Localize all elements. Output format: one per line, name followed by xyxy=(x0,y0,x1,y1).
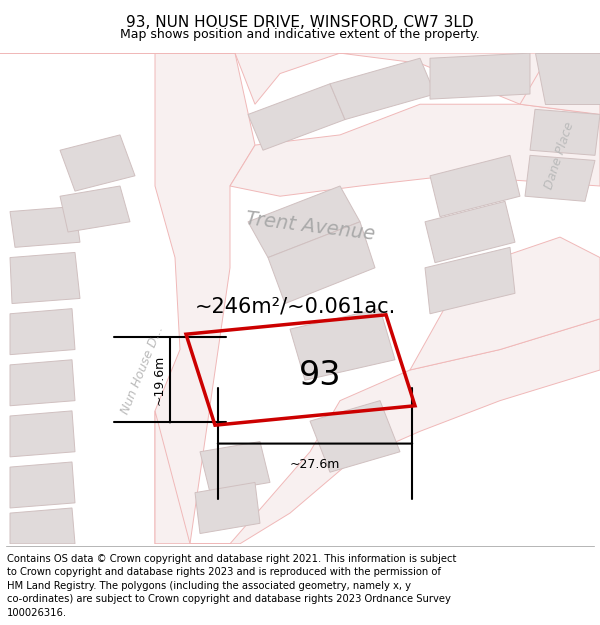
Polygon shape xyxy=(520,53,600,114)
Polygon shape xyxy=(10,206,80,248)
Polygon shape xyxy=(425,248,515,314)
Polygon shape xyxy=(10,253,80,304)
Text: to Crown copyright and database rights 2023 and is reproduced with the permissio: to Crown copyright and database rights 2… xyxy=(7,567,441,577)
Polygon shape xyxy=(310,401,400,472)
Polygon shape xyxy=(410,237,600,370)
Polygon shape xyxy=(195,482,260,534)
Polygon shape xyxy=(200,441,270,493)
Text: Dane Place: Dane Place xyxy=(543,120,577,191)
Text: 93, NUN HOUSE DRIVE, WINSFORD, CW7 3LD: 93, NUN HOUSE DRIVE, WINSFORD, CW7 3LD xyxy=(126,15,474,30)
Polygon shape xyxy=(10,309,75,354)
Polygon shape xyxy=(0,53,600,114)
Text: 100026316.: 100026316. xyxy=(7,608,67,618)
Polygon shape xyxy=(430,53,530,99)
Text: 93: 93 xyxy=(299,359,341,392)
Text: ~246m²/~0.061ac.: ~246m²/~0.061ac. xyxy=(195,297,396,317)
Text: Map shows position and indicative extent of the property.: Map shows position and indicative extent… xyxy=(120,28,480,41)
Polygon shape xyxy=(268,222,375,304)
Polygon shape xyxy=(60,135,135,191)
Text: co-ordinates) are subject to Crown copyright and database rights 2023 Ordnance S: co-ordinates) are subject to Crown copyr… xyxy=(7,594,451,604)
Text: ~27.6m: ~27.6m xyxy=(290,458,340,471)
Polygon shape xyxy=(230,104,600,196)
Text: HM Land Registry. The polygons (including the associated geometry, namely x, y: HM Land Registry. The polygons (includin… xyxy=(7,581,411,591)
Polygon shape xyxy=(330,58,435,119)
Polygon shape xyxy=(155,411,190,544)
Polygon shape xyxy=(430,156,520,217)
Polygon shape xyxy=(535,53,600,104)
Polygon shape xyxy=(290,309,395,380)
Text: Trent Avenue: Trent Avenue xyxy=(244,209,376,244)
Polygon shape xyxy=(60,186,130,232)
Polygon shape xyxy=(155,53,255,544)
Polygon shape xyxy=(10,360,75,406)
Polygon shape xyxy=(10,462,75,508)
Polygon shape xyxy=(248,186,360,258)
Polygon shape xyxy=(190,319,600,544)
Polygon shape xyxy=(10,411,75,457)
Polygon shape xyxy=(530,109,600,156)
Text: ~19.6m: ~19.6m xyxy=(153,354,166,405)
Polygon shape xyxy=(525,156,595,201)
Polygon shape xyxy=(425,201,515,262)
Text: Contains OS data © Crown copyright and database right 2021. This information is : Contains OS data © Crown copyright and d… xyxy=(7,554,457,564)
Polygon shape xyxy=(248,84,345,150)
Text: Nun House D…: Nun House D… xyxy=(118,324,166,416)
Polygon shape xyxy=(10,508,75,544)
